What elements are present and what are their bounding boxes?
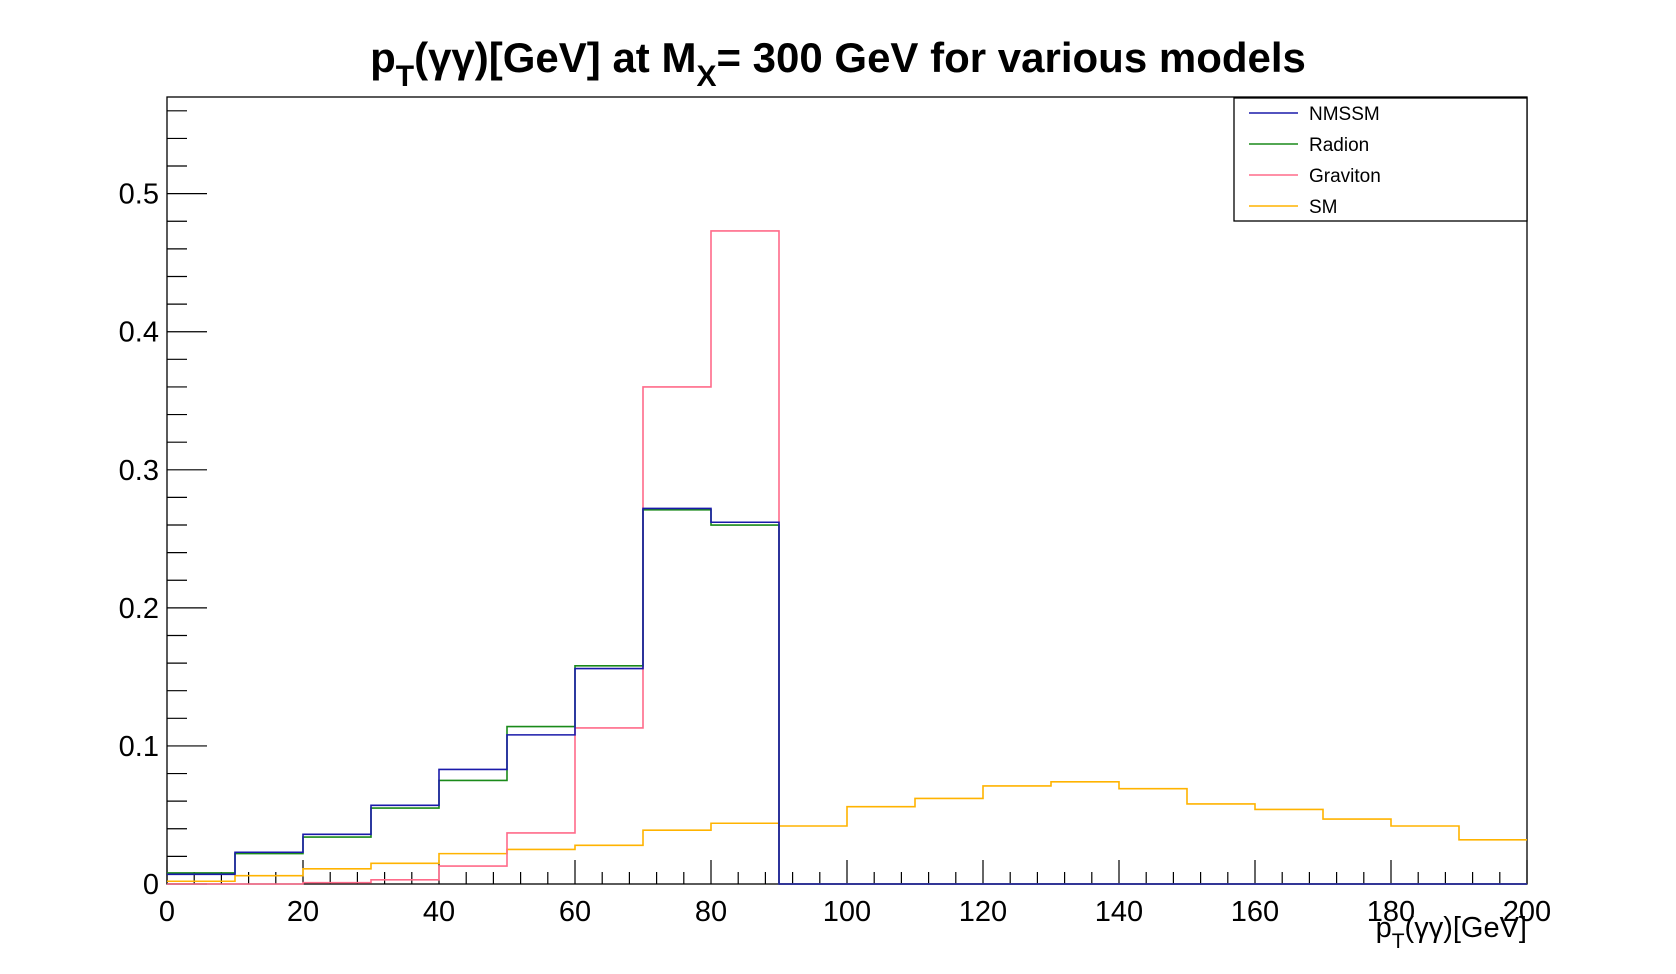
x-axis-title-rest: (γγ)[GeV]: [1405, 912, 1527, 944]
x-tick-label: 60: [559, 896, 591, 928]
x-tick-label: 120: [959, 896, 1007, 928]
y-tick-label: 0.5: [119, 179, 159, 211]
x-tick-label: 20: [287, 896, 319, 928]
legend-label-radion: Radion: [1309, 135, 1369, 156]
x-axis-title-p: p: [1376, 912, 1392, 944]
x-axis-title: pT(γγ)[GeV]: [1376, 912, 1527, 953]
y-tick-label: 0.3: [119, 455, 159, 487]
legend-label-sm: SM: [1309, 197, 1338, 218]
y-tick-label: 0.4: [119, 317, 159, 349]
title-p: p: [370, 34, 396, 81]
y-tick-label: 0: [143, 869, 159, 901]
chart-title: pT(γγ)[GeV] at MX= 300 GeV for various m…: [370, 34, 1306, 93]
legend: NMSSM Radion Graviton SM: [1233, 97, 1528, 222]
series-line-sm: [167, 781, 1527, 883]
series-line-graviton: [167, 230, 1527, 885]
x-tick-label: 180: [1367, 896, 1415, 928]
legend-label-nmssm: NMSSM: [1309, 104, 1380, 125]
legend-label-graviton: Graviton: [1309, 166, 1381, 187]
tick-marks: [166, 110, 1528, 885]
title-end: = 300 GeV for various models: [716, 34, 1305, 81]
x-tick-label: 40: [423, 896, 455, 928]
x-tick-label: 80: [695, 896, 727, 928]
tick-labels: 0 20 40 60 80 100 120 140 160 180 200 0 0.1 0.2 0.3 0.4…: [119, 179, 1552, 928]
title-m-sub: X: [696, 60, 716, 93]
y-tick-label: 0.2: [119, 593, 159, 625]
x-tick-label: 140: [1095, 896, 1143, 928]
legend-entries: NMSSM Radion Graviton SM: [1249, 104, 1381, 218]
x-tick-label: 160: [1231, 896, 1279, 928]
x-tick-label: 200: [1503, 896, 1551, 928]
x-tick-label: 0: [159, 896, 175, 928]
series-layer: [167, 230, 1527, 885]
y-tick-label: 0.1: [119, 731, 159, 763]
x-tick-label: 100: [823, 896, 871, 928]
legend-box: [1233, 97, 1528, 222]
x-axis-title-p-sub: T: [1392, 930, 1405, 953]
title-p-sub: T: [396, 60, 414, 93]
title-mid: (γγ)[GeV] at M: [414, 34, 696, 81]
series-line-nmssm: [167, 507, 1527, 885]
